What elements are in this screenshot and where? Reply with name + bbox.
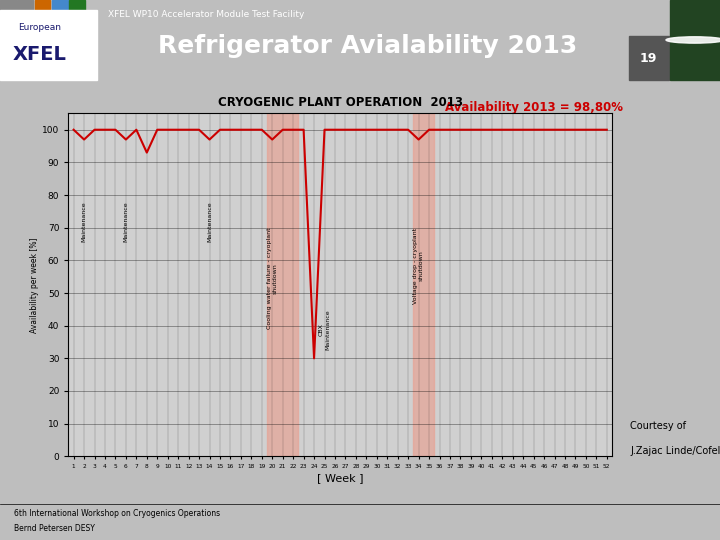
Bar — [670, 0, 720, 80]
Text: Courtesy of: Courtesy of — [630, 421, 686, 431]
Text: Maintenance: Maintenance — [81, 201, 86, 242]
Text: Refrigerator Avialability 2013: Refrigerator Avialability 2013 — [158, 35, 577, 58]
Text: Bernd Petersen DESY: Bernd Petersen DESY — [14, 524, 95, 533]
Bar — [52, 0, 68, 10]
Text: Maintenance: Maintenance — [207, 201, 212, 242]
Circle shape — [666, 37, 720, 43]
Y-axis label: Availability per week [%]: Availability per week [%] — [30, 237, 40, 333]
Text: XFEL: XFEL — [13, 45, 67, 64]
Bar — [69, 0, 85, 10]
Bar — [629, 36, 669, 80]
Bar — [413, 113, 434, 456]
Text: XFEL WP10 Accelerator Module Test Facility: XFEL WP10 Accelerator Module Test Facili… — [108, 10, 305, 19]
Text: European: European — [18, 23, 61, 32]
Text: Voltage drop - cryoplant
shutdown: Voltage drop - cryoplant shutdown — [413, 228, 424, 304]
Text: Cooling water failure - cryoplant
shutdown: Cooling water failure - cryoplant shutdo… — [267, 228, 278, 329]
Title: CRYOGENIC PLANT OPERATION  2013: CRYOGENIC PLANT OPERATION 2013 — [217, 97, 463, 110]
Bar — [267, 113, 298, 456]
X-axis label: [ Week ]: [ Week ] — [317, 473, 364, 483]
Text: 19: 19 — [640, 52, 657, 65]
Text: CBX
Maintenance: CBX Maintenance — [319, 309, 330, 350]
Text: Availability 2013 = 98,80%: Availability 2013 = 98,80% — [445, 101, 623, 114]
Text: Maintenance: Maintenance — [123, 201, 128, 242]
Bar — [17, 0, 33, 10]
Text: J.Zajac Linde/Cofely: J.Zajac Linde/Cofely — [630, 446, 720, 456]
Bar — [35, 0, 50, 10]
Text: 6th International Workshop on Cryogenics Operations: 6th International Workshop on Cryogenics… — [14, 509, 220, 518]
Bar — [0, 10, 97, 80]
Bar — [0, 0, 16, 10]
